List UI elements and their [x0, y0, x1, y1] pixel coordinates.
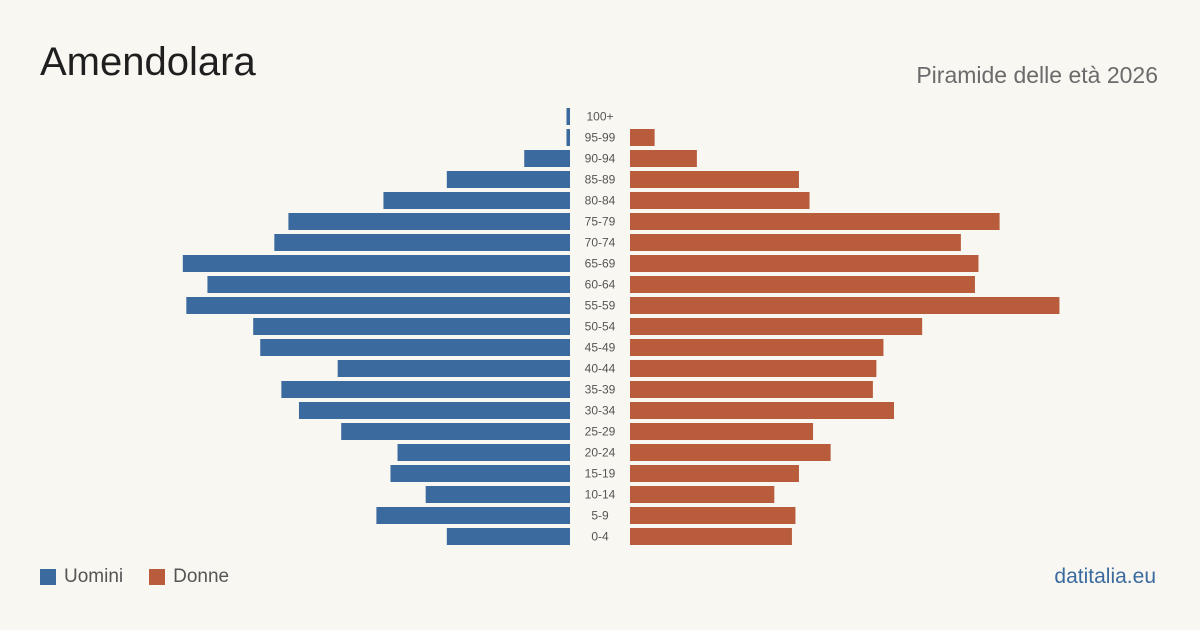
bar-women-15-19 [630, 465, 799, 482]
bar-women-30-34 [630, 402, 894, 419]
age-label: 75-79 [585, 215, 616, 229]
bar-men-25-29 [341, 423, 570, 440]
bar-men-75-79 [288, 213, 570, 230]
bar-men-70-74 [274, 234, 570, 251]
bar-women-0-4 [630, 528, 792, 545]
bar-women-20-24 [630, 444, 831, 461]
bar-women-90-94 [630, 150, 697, 167]
bar-men-10-14 [425, 486, 570, 503]
age-label: 35-39 [585, 383, 616, 397]
chart-subtitle: Piramide delle età 2026 [916, 62, 1158, 88]
bar-men-35-39 [281, 381, 570, 398]
legend-item-men: Uomini [40, 566, 123, 588]
age-label: 15-19 [585, 467, 616, 481]
bar-men-20-24 [397, 444, 570, 461]
age-label: 70-74 [585, 236, 616, 250]
bar-women-35-39 [630, 381, 873, 398]
age-label: 10-14 [585, 488, 616, 502]
age-label: 5-9 [591, 509, 609, 523]
bar-men-55-59 [186, 297, 570, 314]
bar-men-0-4 [446, 528, 570, 545]
age-label: 90-94 [585, 152, 616, 166]
legend-label-women: Donne [173, 566, 230, 587]
bar-men-50-54 [253, 318, 570, 335]
bar-men-85-89 [446, 171, 570, 188]
age-label: 65-69 [585, 257, 616, 271]
chart-title: Amendolara [40, 40, 256, 84]
bar-women-50-54 [630, 318, 923, 335]
brand-link[interactable]: datitalia.eu [1054, 565, 1156, 588]
bar-women-25-29 [630, 423, 814, 440]
bar-women-75-79 [630, 213, 1000, 230]
bar-men-90-94 [524, 150, 570, 167]
bar-men-30-34 [298, 402, 570, 419]
age-label: 20-24 [585, 446, 616, 460]
bar-women-80-84 [630, 192, 810, 209]
bar-women-95-99 [630, 129, 655, 146]
bar-women-5-9 [630, 507, 796, 524]
bar-women-70-74 [630, 234, 961, 251]
bar-women-65-69 [630, 255, 979, 272]
bar-men-15-19 [390, 465, 570, 482]
legend-swatch-women [149, 569, 166, 585]
age-label: 95-99 [585, 131, 616, 145]
legend-item-women: Donne [149, 566, 229, 588]
age-label: 85-89 [585, 173, 616, 187]
bar-men-45-49 [260, 339, 570, 356]
bar-women-10-14 [630, 486, 775, 503]
bar-men-60-64 [207, 276, 570, 293]
legend-swatch-men [40, 569, 56, 585]
bar-women-85-89 [630, 171, 799, 188]
bar-men-5-9 [376, 507, 570, 524]
age-label: 45-49 [585, 341, 616, 355]
age-label: 25-29 [585, 425, 616, 439]
bar-women-55-59 [630, 297, 1060, 314]
age-label: 40-44 [585, 362, 616, 376]
bar-men-95-99 [566, 129, 570, 146]
age-label: 80-84 [585, 194, 616, 208]
legend-label-men: Uomini [64, 566, 124, 587]
bar-men-65-69 [182, 255, 571, 272]
bar-women-60-64 [630, 276, 975, 293]
age-label: 100+ [586, 110, 613, 124]
bar-women-40-44 [630, 360, 877, 377]
bar-men-40-44 [337, 360, 570, 377]
age-label: 30-34 [585, 404, 616, 418]
legend: Uomini Donne [40, 566, 255, 588]
age-label: 55-59 [585, 299, 616, 313]
bar-men-100+ [566, 108, 570, 125]
bar-men-80-84 [383, 192, 570, 209]
age-label: 50-54 [585, 320, 616, 334]
bar-women-45-49 [630, 339, 884, 356]
age-label: 60-64 [585, 278, 616, 292]
age-label: 0-4 [591, 530, 609, 544]
